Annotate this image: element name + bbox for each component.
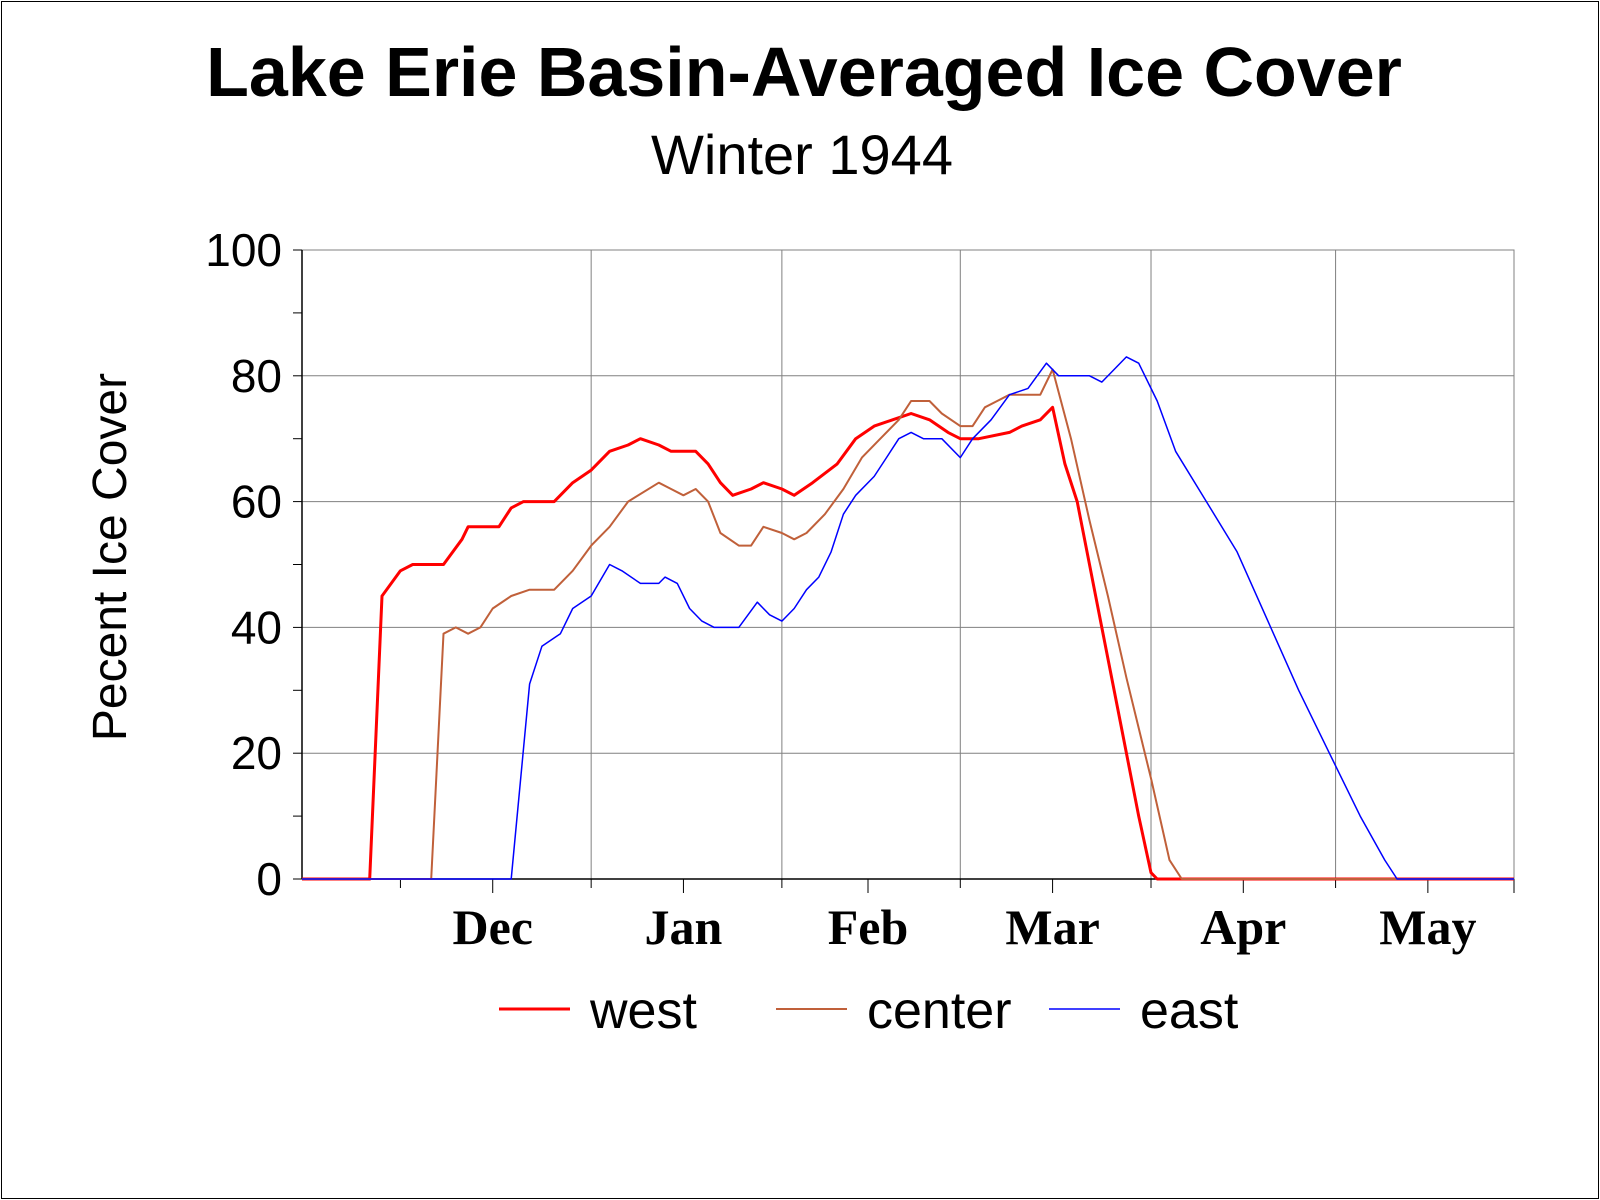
chart-subtitle: Winter 1944 [651,123,953,186]
x-tick-labels: Dec Jan Feb Mar Apr May [452,899,1476,955]
y-tick-label: 20 [231,727,282,779]
x-tick-label: Apr [1200,899,1286,955]
y-tick-label: 0 [256,853,282,905]
x-tick-label: Jan [645,899,723,955]
y-tick-label: 80 [231,350,282,402]
x-tick-label: May [1379,899,1476,955]
y-tick-label: 40 [231,601,282,653]
series-line-center [302,368,1514,880]
legend-label-west: west [589,982,697,1040]
x-tick-label: Feb [828,899,909,955]
legend: west center east [499,982,1239,1040]
grid [301,249,1515,880]
y-axis-label: Pecent Ice Cover [84,373,137,741]
data-series [302,356,1514,881]
x-tick-label: Dec [452,899,533,955]
x-tick-label: Mar [1005,899,1099,955]
y-tick-label: 100 [205,224,282,276]
y-tick-labels: 0 20 40 60 80 100 [205,224,282,905]
chart-title: Lake Erie Basin-Averaged Ice Cover [206,33,1402,111]
legend-label-center: center [867,982,1012,1040]
legend-label-east: east [1140,982,1239,1040]
series-line-east [302,356,1514,880]
plot-border [301,249,1515,880]
axes [293,249,1515,893]
y-tick-label: 60 [231,476,282,528]
series-line-west [302,405,1514,881]
